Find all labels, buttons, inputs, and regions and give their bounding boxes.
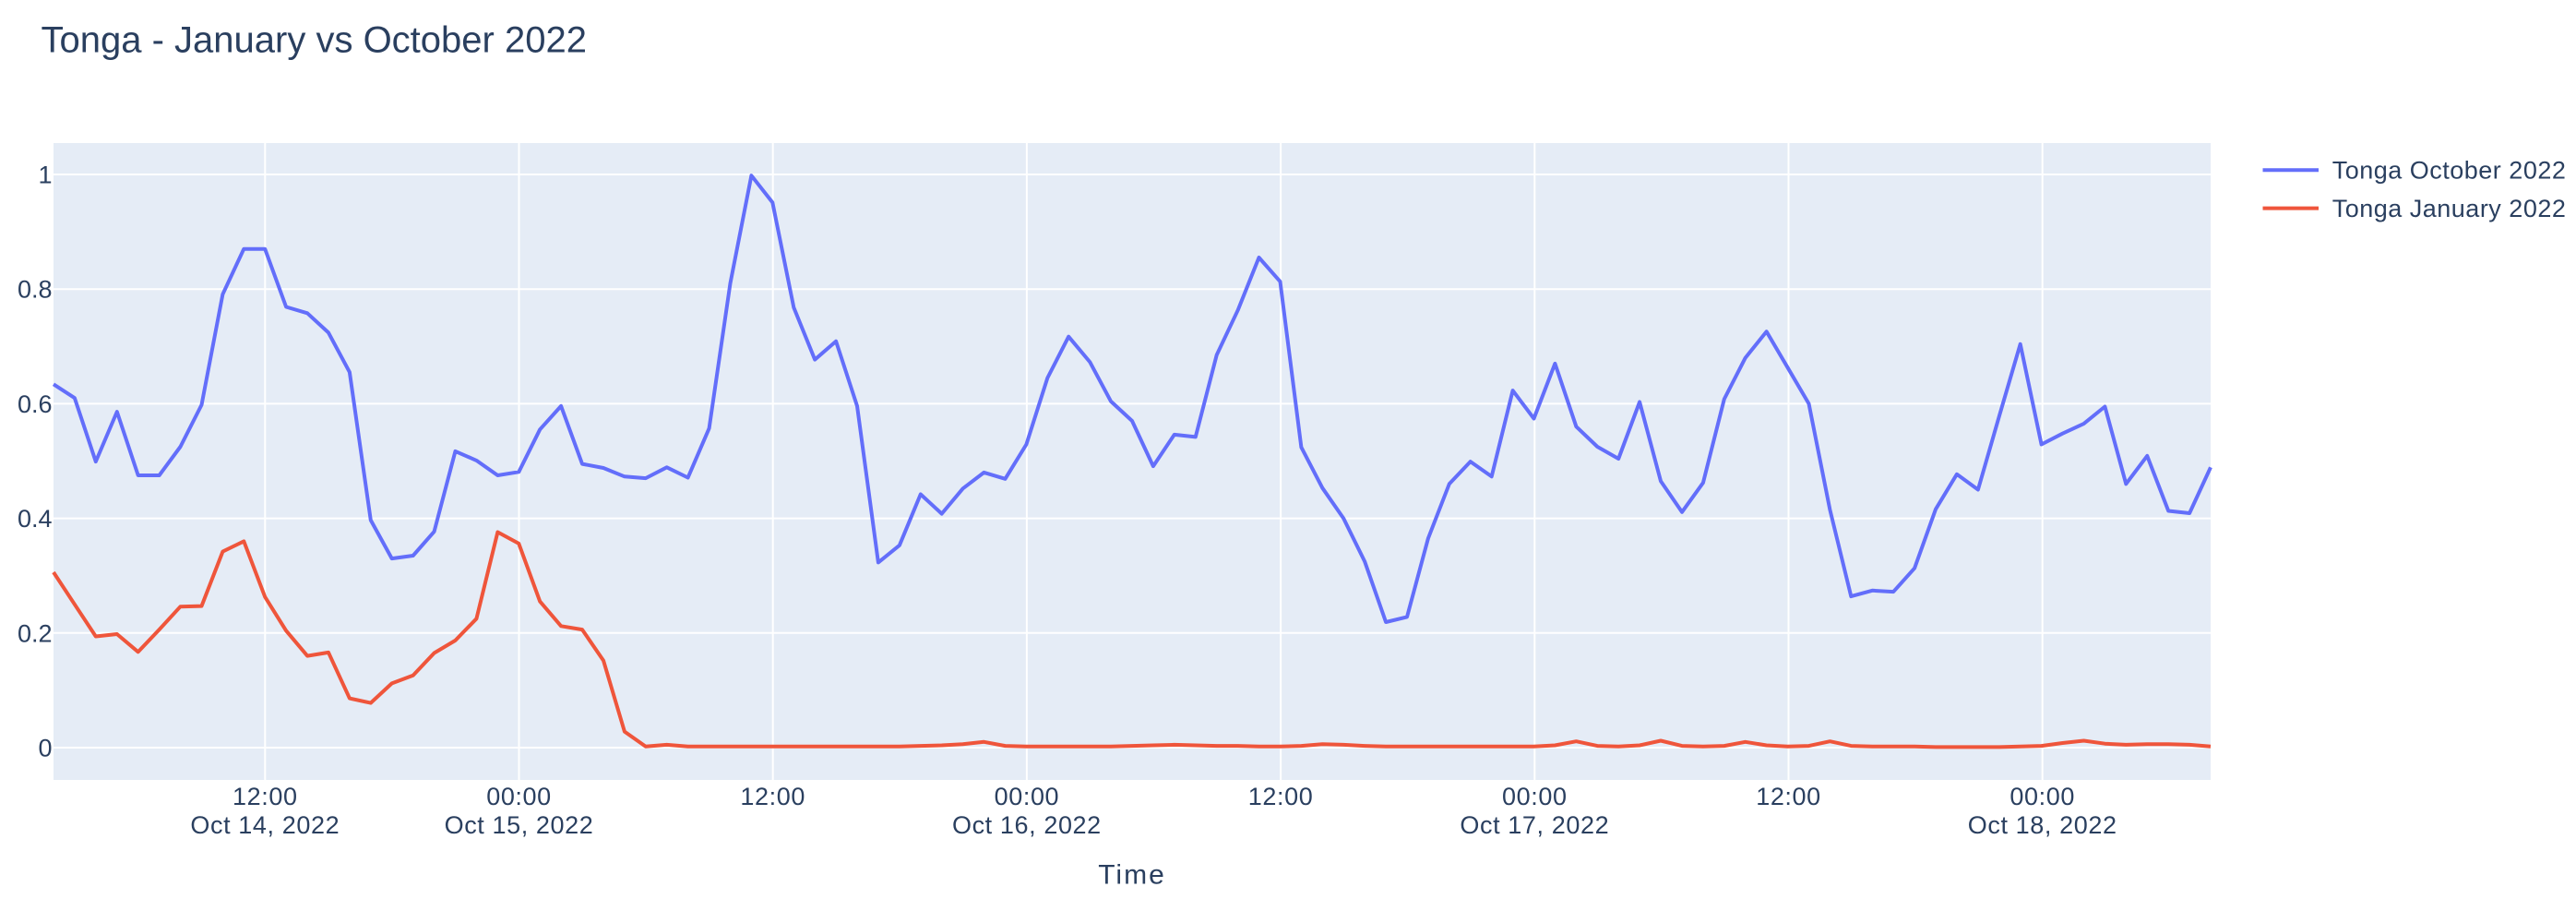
- svg-text:12:00: 12:00: [233, 783, 298, 810]
- svg-text:Time: Time: [1098, 860, 1166, 891]
- svg-text:Oct 16, 2022: Oct 16, 2022: [952, 811, 1102, 839]
- svg-text:00:00: 00:00: [995, 783, 1060, 810]
- svg-text:00:00: 00:00: [486, 783, 552, 810]
- svg-text:12:00: 12:00: [1248, 783, 1314, 810]
- svg-text:0: 0: [38, 735, 52, 762]
- svg-text:00:00: 00:00: [1502, 783, 1568, 810]
- svg-text:00:00: 00:00: [2010, 783, 2075, 810]
- svg-text:Tonga October 2022: Tonga October 2022: [2332, 157, 2567, 185]
- svg-text:1: 1: [38, 162, 52, 189]
- svg-text:0.8: 0.8: [18, 276, 53, 304]
- svg-text:Oct 18, 2022: Oct 18, 2022: [1968, 811, 2117, 839]
- svg-text:12:00: 12:00: [1756, 783, 1821, 810]
- svg-text:Tonga January 2022: Tonga January 2022: [2332, 195, 2567, 222]
- svg-text:Oct 15, 2022: Oct 15, 2022: [445, 811, 594, 839]
- svg-text:Oct 14, 2022: Oct 14, 2022: [190, 811, 340, 839]
- svg-text:Oct 17, 2022: Oct 17, 2022: [1460, 811, 1609, 839]
- svg-text:Tonga - January vs October 202: Tonga - January vs October 2022: [42, 20, 587, 61]
- svg-text:12:00: 12:00: [740, 783, 805, 810]
- svg-text:0.4: 0.4: [18, 505, 53, 533]
- svg-text:0.2: 0.2: [18, 619, 53, 647]
- svg-text:0.6: 0.6: [18, 390, 53, 418]
